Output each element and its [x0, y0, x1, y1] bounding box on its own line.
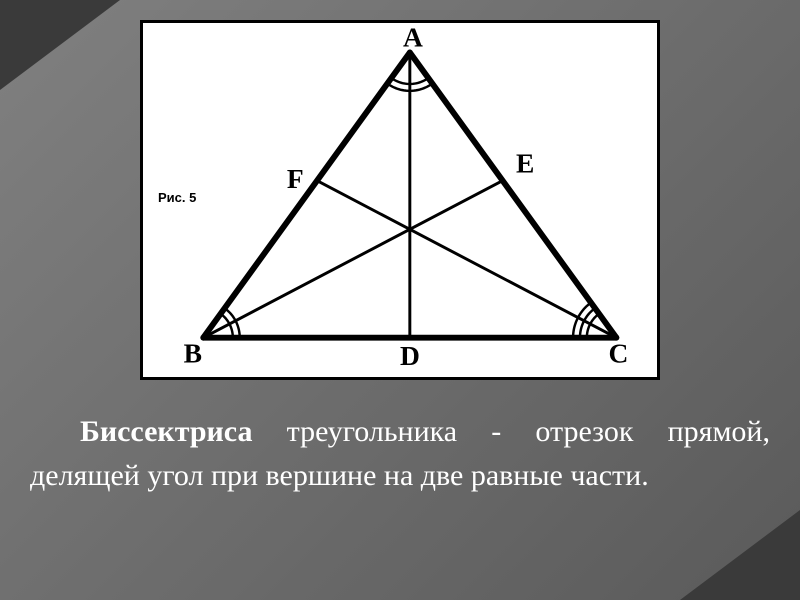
svg-text:D: D [400, 340, 420, 371]
cevian-lines [203, 53, 616, 338]
caption-bold: Биссектриса [80, 415, 252, 448]
svg-text:C: C [608, 337, 628, 368]
figure-container: A B C D E F [140, 20, 660, 380]
slide-caption: Биссектриса треугольника - отрезок прямо… [30, 410, 770, 497]
triangle-diagram: A B C D E F [143, 23, 657, 377]
corner-top-left [0, 0, 120, 90]
svg-text:E: E [516, 147, 534, 178]
vertex-labels: A B C D E F [184, 23, 629, 371]
svg-text:B: B [184, 337, 202, 368]
corner-bottom-right [680, 510, 800, 600]
svg-text:A: A [403, 23, 423, 53]
figure-caption: Рис. 5 [158, 190, 196, 205]
svg-text:F: F [287, 163, 304, 194]
